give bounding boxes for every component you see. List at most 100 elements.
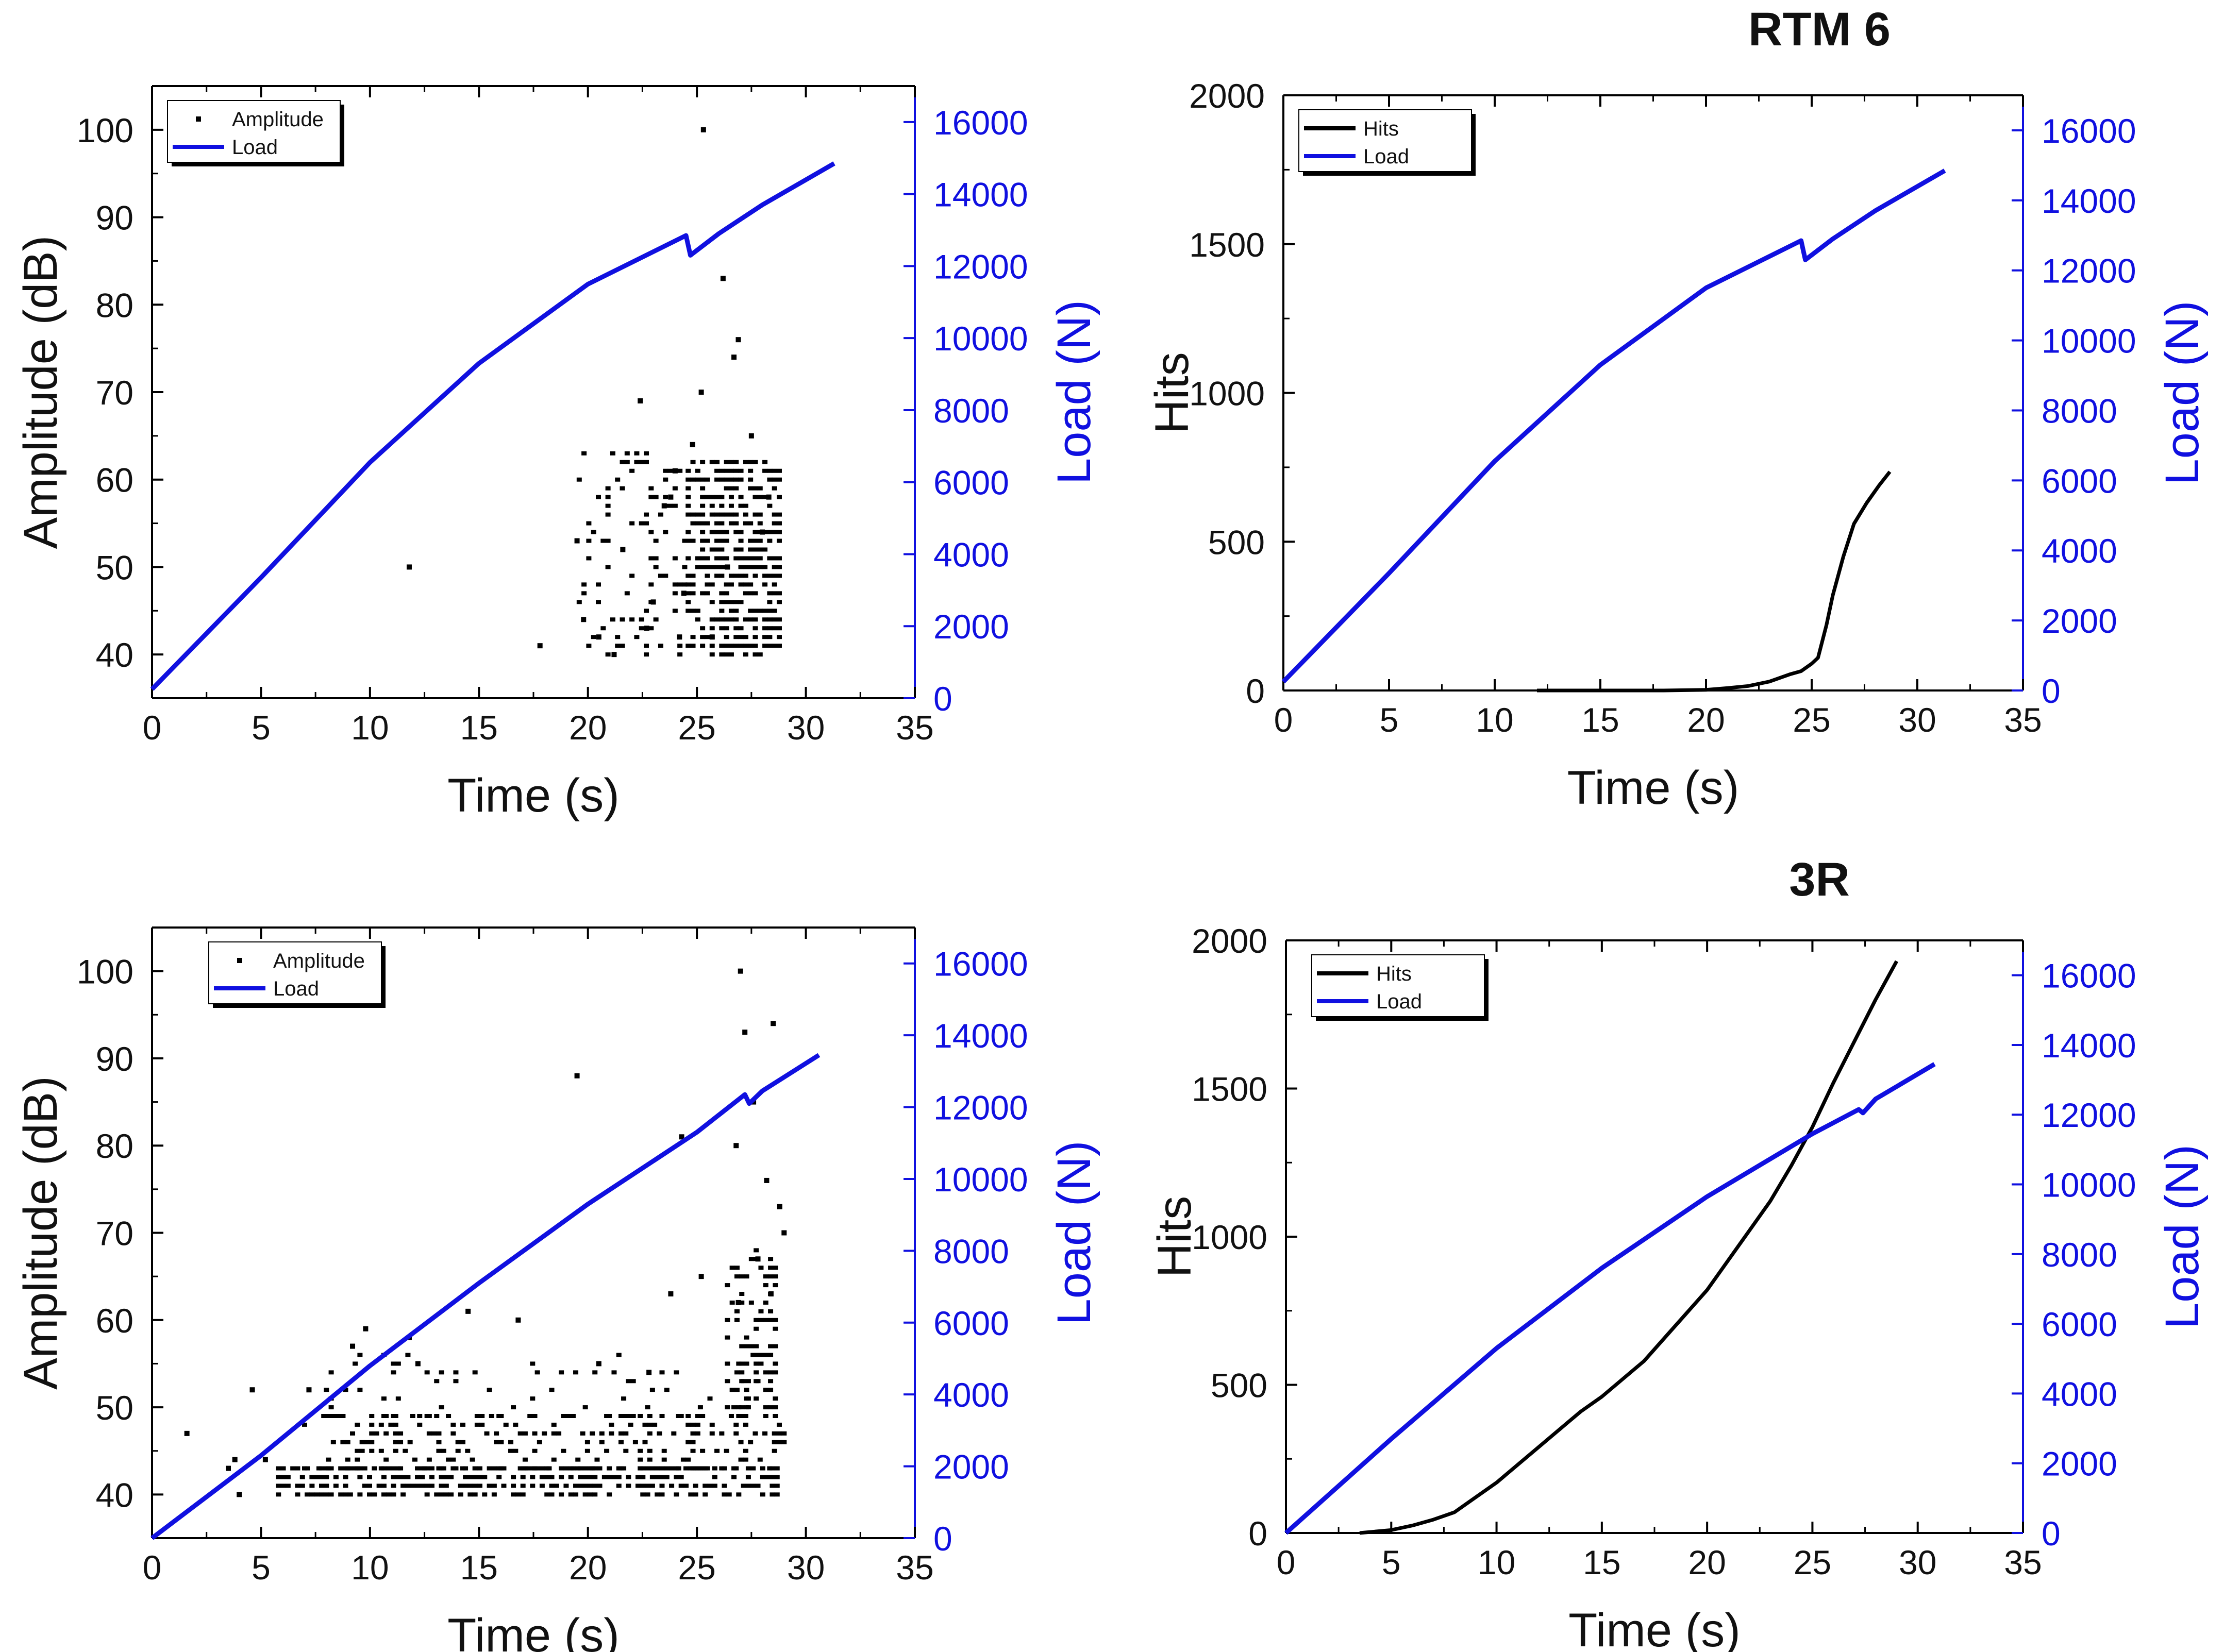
data-point xyxy=(568,1492,574,1497)
data-point xyxy=(774,1475,780,1479)
x-tick-label: 30 xyxy=(787,1548,825,1587)
data-point xyxy=(621,1466,627,1471)
data-point xyxy=(760,1466,765,1471)
data-point xyxy=(463,1466,469,1471)
data-point xyxy=(482,1492,488,1497)
data-point xyxy=(439,1405,444,1410)
legend-box xyxy=(208,941,382,1004)
data-point xyxy=(754,1396,759,1401)
y2-tick-label: 16000 xyxy=(933,945,1028,983)
data-point xyxy=(458,1492,463,1497)
data-point xyxy=(448,1475,454,1479)
data-point xyxy=(763,1370,768,1375)
data-point xyxy=(728,1414,734,1418)
data-point xyxy=(644,626,649,631)
data-point xyxy=(700,565,706,569)
data-point xyxy=(719,556,725,561)
data-point xyxy=(736,1492,742,1497)
data-point xyxy=(607,1414,612,1418)
data-point xyxy=(772,574,777,578)
data-point xyxy=(415,1484,421,1488)
data-point xyxy=(767,609,773,613)
data-point xyxy=(767,1466,773,1471)
data-point xyxy=(705,582,710,587)
data-point xyxy=(321,1414,327,1418)
data-point xyxy=(422,1466,427,1471)
data-point xyxy=(768,1388,774,1392)
data-point xyxy=(672,503,678,508)
data-point xyxy=(439,1370,444,1375)
data-point xyxy=(700,538,706,543)
data-point xyxy=(429,1484,434,1488)
data-point xyxy=(773,1326,778,1331)
data-point xyxy=(663,477,668,482)
data-point xyxy=(724,530,729,534)
data-point xyxy=(611,652,617,658)
y2-tick-label: 12000 xyxy=(933,1089,1028,1127)
x-tick-label: 35 xyxy=(896,1548,933,1587)
data-point xyxy=(698,1274,704,1279)
y-tick-label: 40 xyxy=(96,1476,133,1514)
x-tick-label: 5 xyxy=(1382,1543,1401,1581)
data-point xyxy=(762,530,768,534)
data-point xyxy=(685,556,691,561)
data-point xyxy=(391,1492,396,1497)
data-point xyxy=(596,634,601,640)
data-point xyxy=(690,1466,696,1471)
data-point xyxy=(477,1484,482,1488)
data-point xyxy=(758,1353,764,1357)
data-point xyxy=(381,1414,387,1418)
data-point xyxy=(758,1266,764,1270)
data-point xyxy=(705,495,710,499)
data-point xyxy=(738,530,744,534)
data-point xyxy=(378,1466,384,1471)
y2-axis-label: Load (N) xyxy=(2156,1144,2209,1329)
data-point xyxy=(406,564,412,570)
data-point xyxy=(744,1335,749,1340)
data-point xyxy=(661,1448,667,1453)
data-point xyxy=(640,1475,646,1479)
data-point xyxy=(645,1405,650,1410)
data-point xyxy=(350,1431,356,1436)
data-point xyxy=(677,468,683,473)
data-point xyxy=(719,565,725,569)
data-point xyxy=(690,1440,696,1444)
data-point xyxy=(355,1448,360,1453)
data-point xyxy=(400,1492,406,1497)
y2-tick-label: 6000 xyxy=(933,464,1009,502)
data-point xyxy=(739,1292,745,1296)
data-point xyxy=(479,1414,485,1418)
data-point xyxy=(302,1466,307,1471)
data-point xyxy=(586,521,592,526)
data-point xyxy=(681,591,687,596)
data-point xyxy=(520,1484,526,1488)
data-point xyxy=(767,591,773,596)
data-point xyxy=(724,617,729,622)
y2-tick-label: 14000 xyxy=(933,176,1028,214)
y2-tick-label: 14000 xyxy=(2042,182,2136,220)
data-point xyxy=(709,565,715,569)
data-point xyxy=(753,538,758,543)
data-point xyxy=(762,468,768,473)
data-point xyxy=(772,617,777,622)
y-tick-label: 100 xyxy=(77,953,133,991)
data-point xyxy=(659,1414,665,1418)
data-point xyxy=(309,1475,315,1479)
data-point xyxy=(748,644,754,648)
data-point xyxy=(745,1475,751,1479)
y-tick-label: 100 xyxy=(77,111,133,149)
data-point xyxy=(709,635,715,639)
data-point xyxy=(420,1484,425,1488)
data-point xyxy=(719,591,725,596)
data-point xyxy=(753,609,758,613)
x-tick-label: 25 xyxy=(1794,1543,1831,1581)
data-point xyxy=(487,1466,492,1471)
data-point xyxy=(446,1414,452,1418)
data-point xyxy=(754,1353,759,1357)
x-tick-label: 15 xyxy=(460,1548,498,1587)
data-point xyxy=(757,495,763,499)
data-point xyxy=(357,1475,363,1479)
data-point xyxy=(280,1466,286,1471)
data-point xyxy=(764,1177,770,1183)
x-tick-label: 35 xyxy=(2004,701,2042,739)
